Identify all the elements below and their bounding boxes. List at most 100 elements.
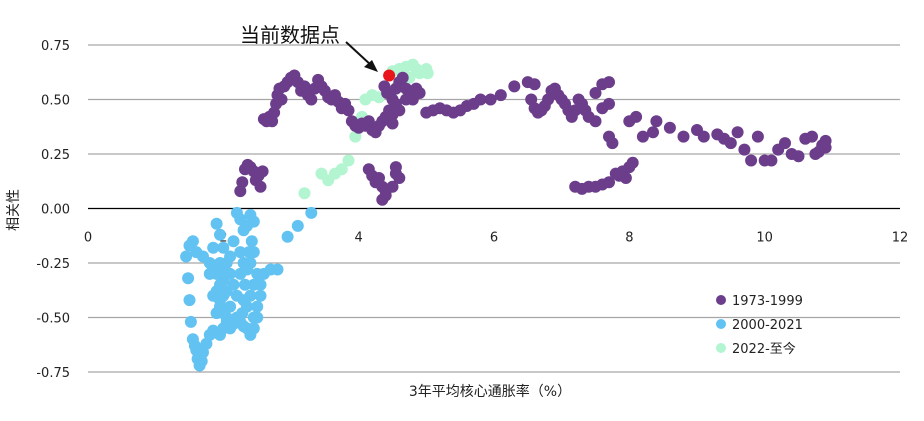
data-point	[241, 300, 253, 313]
data-point	[217, 307, 230, 320]
y-axis-title: 相关性	[6, 189, 22, 231]
data-point	[697, 130, 710, 143]
data-point	[254, 180, 267, 193]
data-point	[239, 278, 251, 291]
data-point	[184, 315, 197, 328]
data-point	[217, 241, 230, 254]
data-point	[745, 154, 758, 167]
data-point	[389, 161, 402, 174]
data-point	[396, 71, 409, 84]
legend-label: 2022-至今	[732, 341, 796, 357]
data-point	[227, 235, 240, 248]
legend-label: 2000-2021	[732, 318, 803, 333]
data-point	[207, 241, 220, 254]
x-tick-label: 6	[490, 231, 498, 246]
data-point	[779, 137, 791, 150]
data-point	[626, 156, 639, 169]
data-point	[245, 235, 258, 248]
y-tick-label: 0.25	[41, 148, 70, 163]
data-point	[186, 235, 199, 248]
data-point	[180, 250, 193, 263]
data-point	[214, 257, 226, 269]
y-tick-label: -0.75	[36, 366, 70, 381]
data-point	[528, 78, 541, 91]
data-point	[256, 165, 269, 178]
data-point	[663, 121, 676, 134]
data-point	[603, 76, 615, 89]
data-point	[247, 246, 260, 259]
data-point	[677, 130, 690, 143]
data-point	[230, 289, 243, 302]
data-point	[630, 110, 643, 123]
x-tick-label: 0	[84, 231, 92, 246]
data-point	[203, 267, 216, 280]
data-point	[636, 130, 649, 143]
data-point	[378, 80, 391, 93]
x-axis-title: 3年平均核心通胀率（%）	[409, 383, 571, 400]
data-point	[484, 93, 497, 106]
data-point	[275, 93, 288, 106]
data-point	[298, 187, 311, 200]
data-point	[237, 257, 250, 269]
data-point	[214, 228, 226, 241]
legend: 1973-1999 2000-2021 2022-至今	[716, 294, 803, 357]
data-point	[589, 115, 602, 128]
data-point	[731, 126, 744, 139]
data-point	[342, 104, 355, 117]
data-point	[393, 172, 406, 184]
data-point	[281, 230, 294, 243]
data-point	[251, 300, 264, 313]
annotation-text: 当前数据点	[240, 23, 340, 47]
data-point	[792, 150, 805, 163]
data-point	[386, 180, 399, 193]
data-point	[305, 93, 318, 106]
data-point	[386, 117, 399, 130]
x-tick-label: 12	[892, 231, 909, 246]
data-point	[421, 67, 434, 80]
y-tick-label: 0.75	[41, 39, 70, 54]
legend-marker	[716, 319, 726, 329]
data-point	[182, 272, 195, 285]
data-point	[224, 267, 237, 280]
data-point	[589, 87, 602, 99]
data-point	[751, 130, 764, 143]
legend-label: 1973-1999	[732, 294, 803, 309]
annotation: 当前数据点	[240, 23, 396, 82]
data-point	[183, 294, 196, 307]
data-point	[244, 289, 257, 302]
data-point	[247, 278, 260, 291]
data-point	[765, 154, 778, 167]
y-tick-labels: -0.75 -0.50 -0.25 0.00 0.25 0.50 0.75	[36, 39, 70, 381]
annotation-arrow-line	[345, 41, 373, 67]
legend-marker	[716, 343, 726, 353]
x-tick-label: 8	[625, 231, 633, 246]
data-point	[603, 176, 615, 189]
data-point	[650, 115, 663, 128]
data-point	[738, 143, 751, 156]
x-tick-label: 10	[756, 231, 773, 246]
data-point	[247, 322, 260, 335]
data-point	[603, 97, 615, 110]
data-points	[180, 58, 832, 372]
y-tick-label: -0.25	[36, 257, 70, 272]
data-point	[508, 80, 521, 93]
data-point	[494, 89, 507, 102]
data-point	[210, 285, 223, 298]
data-point	[342, 154, 355, 167]
data-point	[413, 87, 426, 99]
data-point	[393, 104, 406, 117]
data-point	[819, 141, 832, 154]
data-point	[613, 169, 626, 182]
data-point	[254, 289, 267, 302]
data-point	[271, 263, 284, 276]
data-point	[724, 137, 737, 150]
data-point	[806, 130, 818, 143]
data-point	[603, 130, 615, 143]
data-point	[335, 163, 348, 176]
y-tick-label: 0.00	[41, 203, 70, 218]
data-point	[474, 93, 487, 106]
data-point	[305, 206, 318, 219]
data-point	[647, 126, 659, 139]
